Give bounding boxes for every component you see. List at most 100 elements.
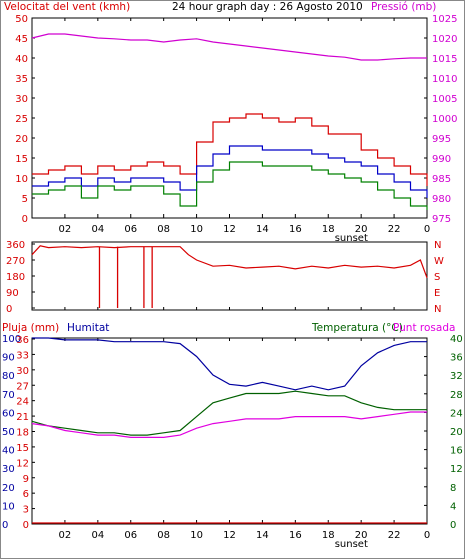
temperature-tick-label: 32 bbox=[450, 371, 463, 382]
rain-tick-label: 3 bbox=[23, 505, 29, 516]
temperature-tick-label: 24 bbox=[450, 408, 463, 419]
wind-gust-line bbox=[32, 113, 428, 186]
rain-tick-label: 24 bbox=[16, 397, 29, 408]
direction-tick-label: 180 bbox=[6, 272, 25, 283]
x-tick-label: 10 bbox=[190, 530, 203, 541]
x-tick-label: 20 bbox=[355, 224, 368, 235]
pressure-tick-label: 995 bbox=[432, 134, 451, 145]
temperature-axis-label: Temperatura (°C) bbox=[311, 322, 403, 334]
rain-tick-label: 12 bbox=[16, 458, 29, 469]
temperature-tick-label: 12 bbox=[450, 464, 463, 475]
compass-label: S bbox=[434, 272, 440, 283]
x-tick-label: 0 bbox=[424, 224, 430, 235]
rain-tick-label: 0 bbox=[23, 520, 29, 531]
temperature-tick-label: 28 bbox=[450, 390, 463, 401]
wind-tick-label: 10 bbox=[15, 174, 28, 185]
humidity-tick-label: 40 bbox=[2, 446, 15, 457]
pressure-tick-label: 1015 bbox=[432, 54, 457, 65]
dewpoint-line bbox=[31, 411, 427, 438]
direction-tick-label: 90 bbox=[6, 288, 19, 299]
wind-tick-label: 35 bbox=[15, 74, 28, 85]
x-tick-label: 0 bbox=[424, 530, 430, 541]
pressure-line bbox=[31, 33, 427, 61]
temperature-tick-label: 20 bbox=[450, 427, 463, 438]
x-tick-label: 22 bbox=[388, 224, 401, 235]
x-tick-label: 18 bbox=[322, 530, 335, 541]
wind-axis-label: Velocitat del vent (kmh) bbox=[4, 1, 130, 13]
wind-tick-label: 5 bbox=[22, 194, 28, 205]
humidity-axis-label: Humitat bbox=[67, 322, 109, 334]
pressure-tick-label: 985 bbox=[432, 174, 451, 185]
humidity-temperature-chart: 0102030405060708090100036912151821242730… bbox=[2, 334, 463, 550]
x-tick-label: 04 bbox=[91, 224, 104, 235]
rain-tick-label: 9 bbox=[23, 474, 29, 485]
wind-pressure-chart: 0510152025303540455097598098599099510001… bbox=[15, 14, 457, 244]
direction-tick-label: 0 bbox=[6, 304, 12, 315]
x-tick-label: 06 bbox=[124, 530, 137, 541]
temperature-line bbox=[31, 390, 427, 436]
pressure-tick-label: 1000 bbox=[432, 114, 457, 125]
compass-label: N bbox=[434, 304, 441, 315]
rain-tick-label: 18 bbox=[16, 428, 29, 439]
humidity-tick-label: 0 bbox=[2, 520, 8, 531]
x-tick-label: 02 bbox=[59, 224, 72, 235]
x-tick-label: 04 bbox=[91, 530, 104, 541]
x-tick-label: 10 bbox=[190, 224, 203, 235]
wind-tick-label: 45 bbox=[15, 34, 28, 45]
humidity-tick-label: 50 bbox=[2, 427, 15, 438]
pressure-tick-label: 980 bbox=[432, 194, 451, 205]
x-tick-label: 08 bbox=[157, 224, 170, 235]
direction-tick-label: 360 bbox=[6, 240, 25, 251]
rain-tick-label: 6 bbox=[23, 489, 29, 500]
pressure-tick-label: 1025 bbox=[432, 14, 457, 25]
pressure-tick-label: 990 bbox=[432, 154, 451, 165]
rain-axis-label: Pluja (mm) bbox=[2, 322, 59, 334]
temperature-tick-label: 4 bbox=[450, 501, 456, 512]
compass-label: E bbox=[434, 288, 440, 299]
wind-average-line bbox=[32, 145, 428, 198]
wind-tick-label: 15 bbox=[15, 154, 28, 165]
rain-tick-label: 33 bbox=[16, 350, 29, 361]
sunset-label: sunset bbox=[335, 233, 368, 244]
humidity-tick-label: 10 bbox=[2, 501, 15, 512]
direction-tick-label: 270 bbox=[6, 256, 25, 267]
humidity-temp-plot-frame bbox=[31, 337, 428, 525]
x-tick-label: 18 bbox=[322, 224, 335, 235]
wind-tick-label: 50 bbox=[15, 14, 28, 25]
rain-tick-label: 36 bbox=[16, 335, 29, 346]
x-tick-label: 16 bbox=[289, 530, 302, 541]
x-tick-label: 20 bbox=[355, 530, 368, 541]
x-tick-label: 12 bbox=[223, 530, 236, 541]
x-tick-label: 14 bbox=[256, 530, 269, 541]
chart-title: 24 hour graph day : 26 Agosto 2010 bbox=[172, 1, 363, 13]
dewpoint-axis-label: Punt rosada bbox=[393, 322, 455, 334]
wind-tick-label: 20 bbox=[15, 134, 28, 145]
temperature-tick-label: 36 bbox=[450, 353, 463, 364]
compass-label: W bbox=[434, 256, 444, 267]
pressure-tick-label: 1005 bbox=[432, 94, 457, 105]
x-tick-label: 22 bbox=[388, 530, 401, 541]
compass-label: N bbox=[434, 240, 441, 251]
temperature-tick-label: 0 bbox=[450, 520, 456, 531]
wind-tick-label: 25 bbox=[15, 114, 28, 125]
rain-tick-label: 15 bbox=[16, 443, 29, 454]
x-tick-label: 06 bbox=[124, 224, 137, 235]
temperature-tick-label: 8 bbox=[450, 483, 456, 494]
pressure-tick-label: 1010 bbox=[432, 74, 457, 85]
x-tick-label: 14 bbox=[256, 224, 269, 235]
rain-tick-label: 30 bbox=[16, 366, 29, 377]
humidity-tick-label: 60 bbox=[2, 408, 15, 419]
rain-tick-label: 27 bbox=[16, 381, 29, 392]
wind-speed-line bbox=[32, 161, 428, 210]
humidity-tick-label: 70 bbox=[2, 390, 15, 401]
sunset-label: sunset bbox=[335, 539, 368, 550]
rain-tick-label: 21 bbox=[16, 412, 29, 423]
pressure-tick-label: 1020 bbox=[432, 34, 457, 45]
wind-tick-label: 40 bbox=[15, 54, 28, 65]
humidity-tick-label: 90 bbox=[2, 353, 15, 364]
x-tick-label: 08 bbox=[157, 530, 170, 541]
wind-tick-label: 30 bbox=[15, 94, 28, 105]
